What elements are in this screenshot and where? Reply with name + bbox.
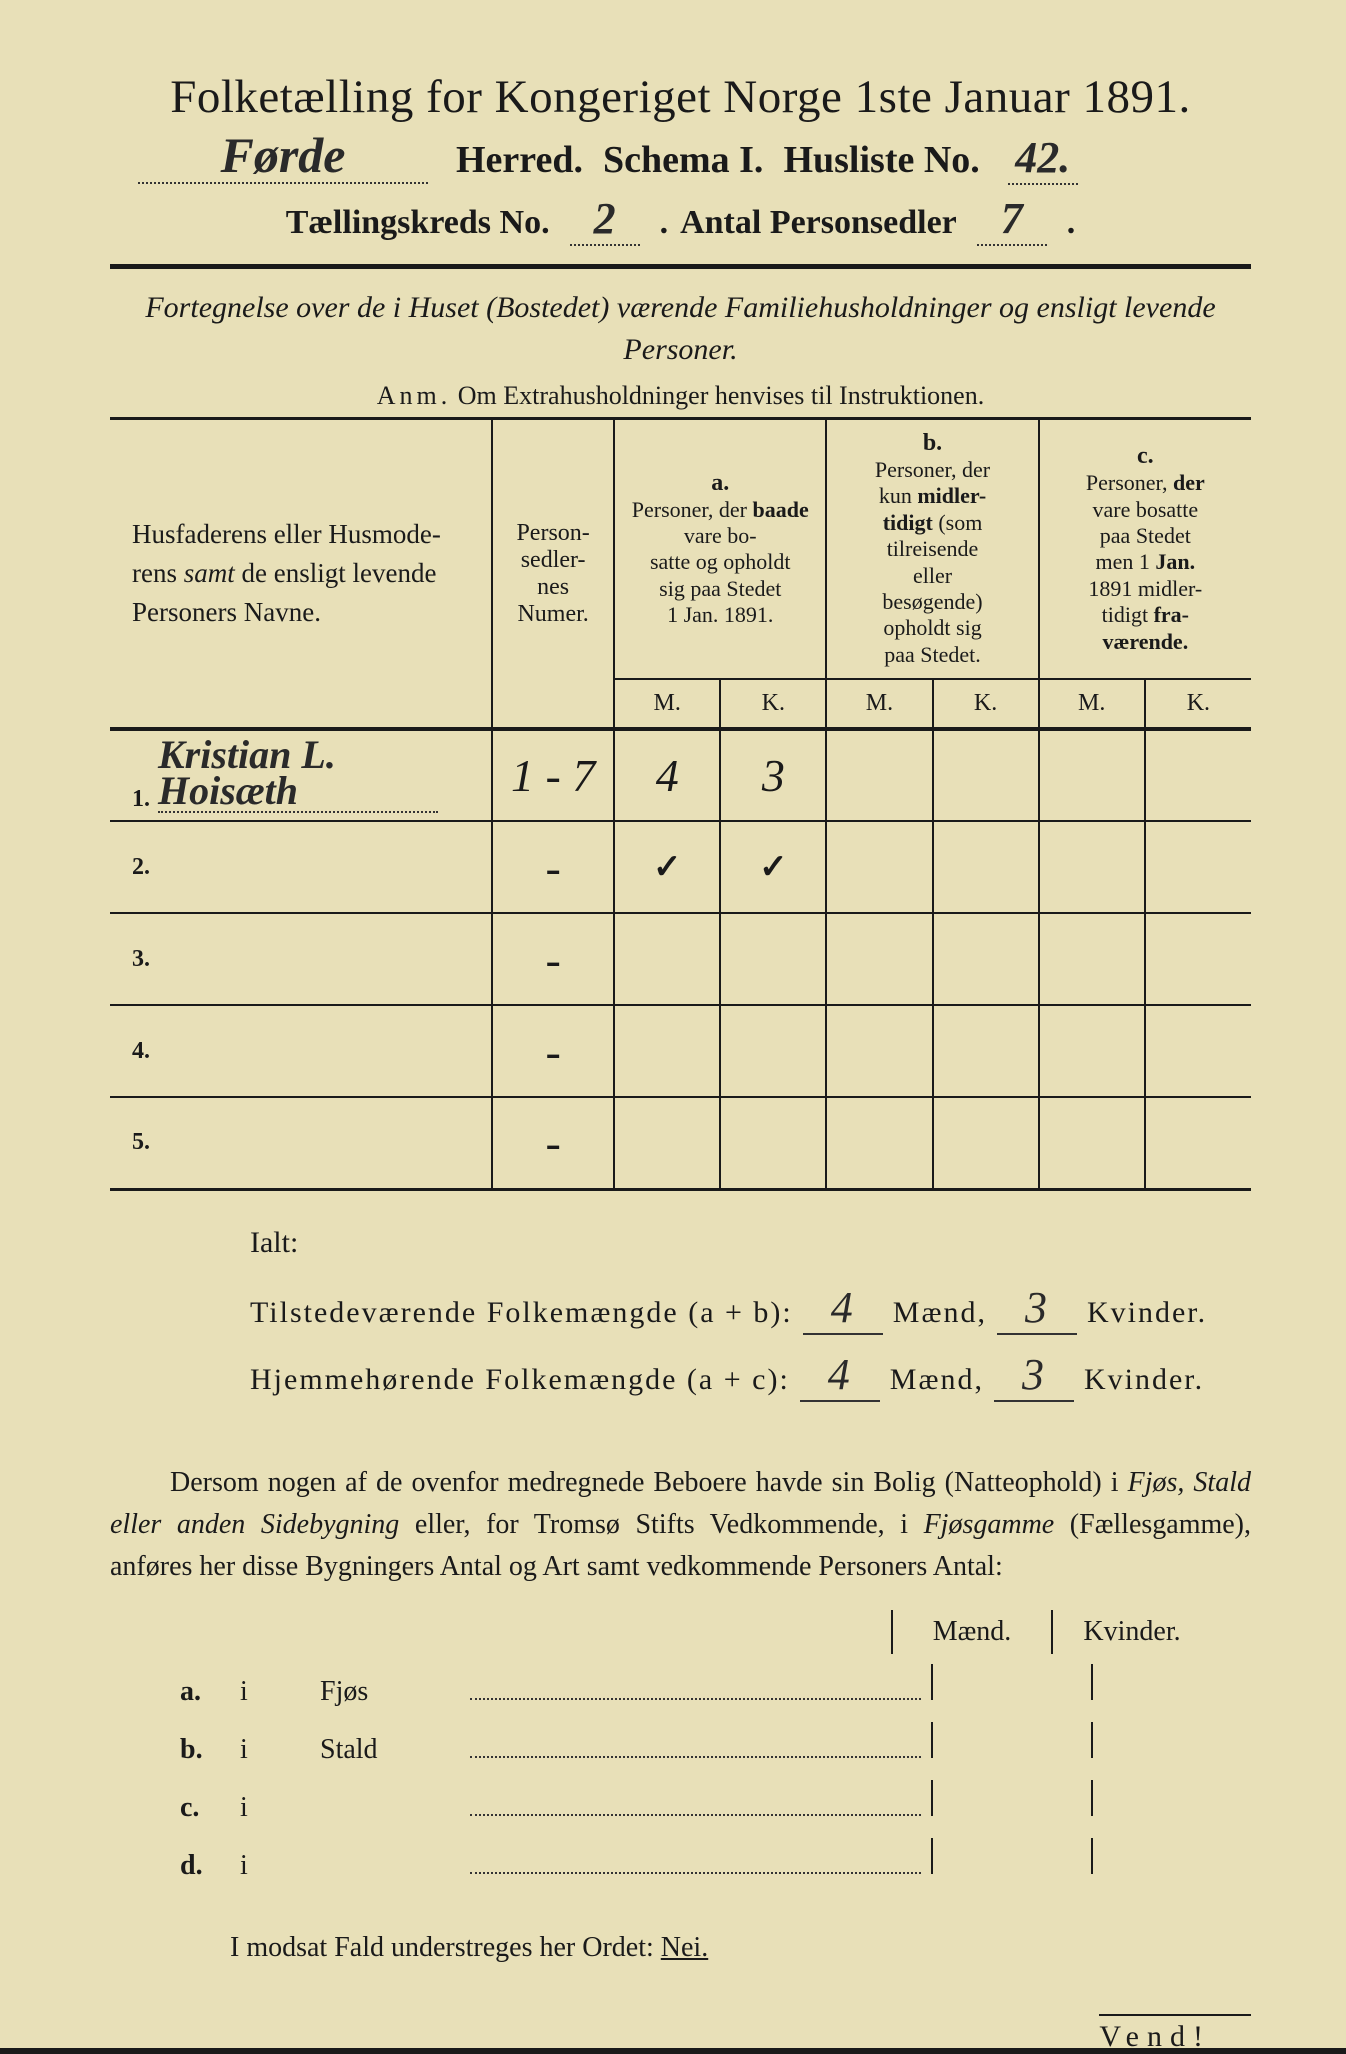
b-m-cell: [826, 729, 932, 821]
c-m-cell: [1039, 1097, 1145, 1189]
a-m-cell: ✓: [614, 821, 720, 913]
table-row: 2. - ✓ ✓: [110, 821, 1251, 913]
building-row: d. i: [110, 1838, 1251, 1882]
a-k-cell: ✓: [720, 821, 826, 913]
c-k-cell: [1145, 821, 1251, 913]
col-num-header: Person-sedler-nesNumer.: [492, 419, 614, 730]
mk-header: M.: [614, 679, 720, 729]
mk-header: K.: [720, 679, 826, 729]
c-k-cell: [1145, 729, 1251, 821]
col-a-header: a. Personer, der baade vare bo-satte og …: [614, 419, 826, 680]
person-num-cell: -: [492, 1097, 614, 1189]
dersom-paragraph: Dersom nogen af de ovenfor medregnede Be…: [110, 1462, 1251, 1588]
anm-text: Om Extrahusholdninger henvises til Instr…: [458, 381, 984, 410]
b-m-cell: [826, 821, 932, 913]
a-k-cell: [720, 913, 826, 1005]
subtitle: Fortegnelse over de i Huset (Bostedet) v…: [110, 287, 1251, 371]
b-k-cell: [933, 1097, 1039, 1189]
b-k-cell: [933, 729, 1039, 821]
tilstede-k: 3: [1025, 1283, 1049, 1332]
mk-header: K.: [933, 679, 1039, 729]
tilstedevaerende-line: Tilstedeværende Folkemængde (a + b): 4 M…: [250, 1282, 1251, 1335]
c-m-cell: [1039, 821, 1145, 913]
c-k-cell: [1145, 913, 1251, 1005]
c-m-cell: [1039, 913, 1145, 1005]
husliste-label: Husliste No.: [783, 138, 979, 182]
a-m-cell: [614, 1005, 720, 1097]
schema-label: Schema I.: [603, 138, 763, 182]
a-m-cell: [614, 1097, 720, 1189]
c-k-cell: [1145, 1097, 1251, 1189]
b-k-cell: [933, 821, 1039, 913]
anm-line: Anm. Om Extrahusholdninger henvises til …: [110, 381, 1251, 411]
divider: [110, 264, 1251, 269]
building-maend-header: Mænd.: [891, 1610, 1051, 1654]
b-m-cell: [826, 913, 932, 1005]
a-k-cell: 3: [720, 729, 826, 821]
modsat-line: I modsat Fald understreges her Ordet: Ne…: [110, 1932, 1251, 1964]
row-number: 3.: [110, 913, 492, 1005]
hjemmehorende-line: Hjemmehørende Folkemængde (a + c): 4 Mæn…: [250, 1349, 1251, 1402]
a-k-cell: [720, 1097, 826, 1189]
husliste-value: 42.: [1015, 133, 1070, 182]
anm-label: Anm.: [377, 381, 452, 410]
a-m-cell: 4: [614, 729, 720, 821]
row-number: 1.Kristian L. Hoisæth: [110, 729, 492, 821]
building-row: c. i: [110, 1780, 1251, 1824]
hjemme-m: 4: [828, 1350, 852, 1399]
person-num-cell: -: [492, 1005, 614, 1097]
person-num-cell: -: [492, 913, 614, 1005]
row-number: 5.: [110, 1097, 492, 1189]
building-kvinder-header: Kvinder.: [1051, 1610, 1211, 1654]
totals-section: Ialt: Tilstedeværende Folkemængde (a + b…: [110, 1226, 1251, 1402]
kreds-value: 2: [594, 194, 616, 243]
row-number: 2.: [110, 821, 492, 913]
mk-header: M.: [826, 679, 932, 729]
tilstede-m: 4: [831, 1283, 855, 1332]
hjemme-k: 3: [1022, 1350, 1046, 1399]
main-census-table: Husfaderens eller Husmode-rens samt de e…: [110, 417, 1251, 1191]
antal-value: 7: [1001, 194, 1023, 243]
b-k-cell: [933, 913, 1039, 1005]
herred-line: Førde Herred. Schema I. Husliste No. 42.: [110, 132, 1251, 185]
census-form-page: Folketælling for Kongeriget Norge 1ste J…: [0, 0, 1346, 2048]
ialt-label: Ialt:: [250, 1226, 1251, 1260]
b-m-cell: [826, 1097, 932, 1189]
table-row: 4. -: [110, 1005, 1251, 1097]
b-k-cell: [933, 1005, 1039, 1097]
person-num-cell: 1 - 7: [492, 729, 614, 821]
c-k-cell: [1145, 1005, 1251, 1097]
nei-word: Nei.: [661, 1932, 708, 1963]
c-m-cell: [1039, 729, 1145, 821]
main-title: Folketælling for Kongeriget Norge 1ste J…: [110, 70, 1251, 124]
col-b-header: b. Personer, derkun midler-tidigt (somti…: [826, 419, 1038, 680]
kreds-label: Tællingskreds No.: [286, 204, 550, 242]
mk-header: M.: [1039, 679, 1145, 729]
table-row: 5. -: [110, 1097, 1251, 1189]
building-row: b. i Stald: [110, 1722, 1251, 1766]
herred-label: Herred.: [456, 138, 583, 182]
table-row: 1.Kristian L. Hoisæth 1 - 7 4 3: [110, 729, 1251, 821]
building-header: Mænd. Kvinder.: [110, 1610, 1251, 1654]
row-number: 4.: [110, 1005, 492, 1097]
kreds-line: Tællingskreds No. 2 . Antal Personsedler…: [110, 193, 1251, 246]
b-m-cell: [826, 1005, 932, 1097]
herred-value: Førde: [221, 127, 346, 183]
antal-label: Antal Personsedler: [680, 204, 957, 242]
col-names-header: Husfaderens eller Husmode-rens samt de e…: [110, 419, 492, 730]
a-m-cell: [614, 913, 720, 1005]
building-table: Mænd. Kvinder. a. i Fjøs b. i Stald c. i…: [110, 1610, 1251, 1882]
person-num-cell: -: [492, 821, 614, 913]
building-row: a. i Fjøs: [110, 1664, 1251, 1708]
mk-header: K.: [1145, 679, 1251, 729]
table-row: 3. -: [110, 913, 1251, 1005]
a-k-cell: [720, 1005, 826, 1097]
c-m-cell: [1039, 1005, 1145, 1097]
col-c-header: c. Personer, dervare bosattepaa Stedetme…: [1039, 419, 1251, 680]
